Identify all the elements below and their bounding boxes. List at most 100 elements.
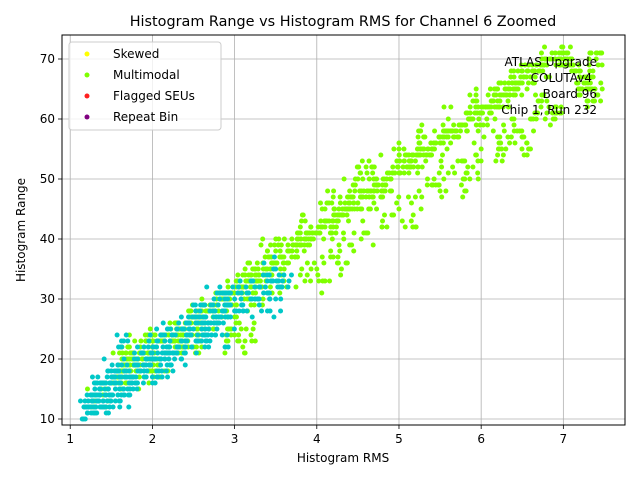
data-point-multimodal [419, 164, 425, 170]
data-point-multimodal [410, 164, 416, 170]
data-point-reference [230, 284, 236, 290]
data-point-reference [249, 314, 255, 320]
data-point-reference [167, 338, 173, 344]
data-point-multimodal [319, 290, 325, 296]
data-point-multimodal [406, 164, 412, 170]
data-point-multimodal [445, 116, 451, 122]
data-point-reference [172, 356, 178, 362]
data-point-multimodal [381, 176, 387, 182]
data-point-multimodal [463, 110, 469, 116]
data-point-multimodal [374, 182, 380, 188]
data-point-multimodal [485, 92, 491, 98]
data-point-multimodal [444, 128, 450, 134]
data-point-reference [140, 380, 146, 386]
data-point-multimodal [542, 116, 548, 122]
axes-frame [61, 34, 626, 426]
data-point-multimodal [136, 374, 142, 380]
data-point-multimodal [328, 248, 334, 254]
data-point-multimodal [519, 92, 525, 98]
data-point-reference [158, 332, 164, 338]
data-point-multimodal [537, 68, 543, 74]
data-point-multimodal [544, 110, 550, 116]
data-point-reference [133, 374, 139, 380]
data-point-reference [103, 380, 109, 386]
data-point-multimodal [487, 110, 493, 116]
data-point-multimodal [250, 266, 256, 272]
data-point-reference [181, 350, 187, 356]
data-point-reference [115, 392, 121, 398]
data-point-multimodal [311, 260, 317, 266]
data-point-multimodal [586, 62, 592, 68]
data-point-multimodal [252, 272, 258, 278]
data-point-reference [126, 404, 132, 410]
data-point-reference [232, 308, 238, 314]
data-point-multimodal [454, 134, 460, 140]
data-point-reference [97, 404, 103, 410]
data-point-multimodal [455, 158, 461, 164]
data-point-multimodal [567, 44, 573, 50]
data-point-multimodal [233, 314, 239, 320]
data-point-multimodal [338, 266, 344, 272]
data-point-reference [206, 326, 212, 332]
data-point-multimodal [319, 206, 325, 212]
data-point-reference [95, 374, 101, 380]
data-point-reference [101, 404, 107, 410]
data-point-multimodal [535, 98, 541, 104]
data-point-multimodal [252, 338, 258, 344]
data-point-reference [222, 308, 228, 314]
data-point-multimodal [576, 74, 582, 80]
data-point-multimodal [531, 80, 537, 86]
annotation-line: COLUTAv4 [531, 71, 592, 85]
data-point-reference [119, 338, 124, 344]
data-point-reference [90, 410, 96, 416]
data-point-reference [154, 344, 160, 350]
data-point-multimodal [389, 212, 395, 218]
data-point-multimodal [373, 176, 379, 182]
data-point-multimodal [444, 146, 450, 152]
data-point-multimodal [225, 326, 231, 332]
data-point-reference [196, 314, 202, 320]
data-point-multimodal [454, 128, 460, 134]
x-tick-label: 5 [395, 432, 403, 446]
data-point-multimodal [509, 116, 515, 122]
data-point-multimodal [289, 254, 295, 260]
data-point-multimodal [405, 194, 411, 200]
data-point-multimodal [406, 158, 412, 164]
data-point-multimodal [298, 242, 304, 248]
data-point-multimodal [308, 266, 314, 272]
data-point-multimodal [391, 146, 397, 152]
data-point-multimodal [294, 248, 300, 254]
data-point-multimodal [507, 140, 513, 146]
data-point-reference [127, 386, 133, 392]
data-point-multimodal [567, 62, 573, 68]
data-point-multimodal [329, 236, 335, 242]
data-point-multimodal [443, 188, 449, 194]
data-point-multimodal [369, 164, 375, 170]
data-point-multimodal [401, 170, 407, 176]
data-point-multimodal [519, 134, 525, 140]
legend-marker-skewed [84, 51, 90, 57]
data-point-multimodal [299, 218, 305, 224]
data-point-multimodal [538, 50, 544, 56]
data-point-reference [174, 326, 180, 332]
data-point-reference [160, 344, 166, 350]
data-point-multimodal [314, 266, 320, 272]
data-point-multimodal [438, 158, 444, 164]
data-point-multimodal [499, 158, 505, 164]
data-point-multimodal [542, 44, 548, 50]
data-point-multimodal [524, 140, 530, 146]
data-point-multimodal [352, 176, 358, 182]
data-point-multimodal [249, 338, 255, 344]
data-point-reference [127, 374, 133, 380]
data-point-multimodal [467, 110, 473, 116]
data-point-reference [237, 278, 243, 284]
data-point-reference [249, 296, 255, 302]
data-point-reference [238, 296, 244, 302]
data-point-reference [118, 344, 124, 350]
data-point-multimodal [146, 380, 152, 386]
data-point-multimodal [424, 182, 430, 188]
data-point-multimodal [366, 194, 372, 200]
data-point-multimodal [511, 74, 517, 80]
data-point-reference [231, 326, 237, 332]
data-point-multimodal [410, 152, 416, 158]
